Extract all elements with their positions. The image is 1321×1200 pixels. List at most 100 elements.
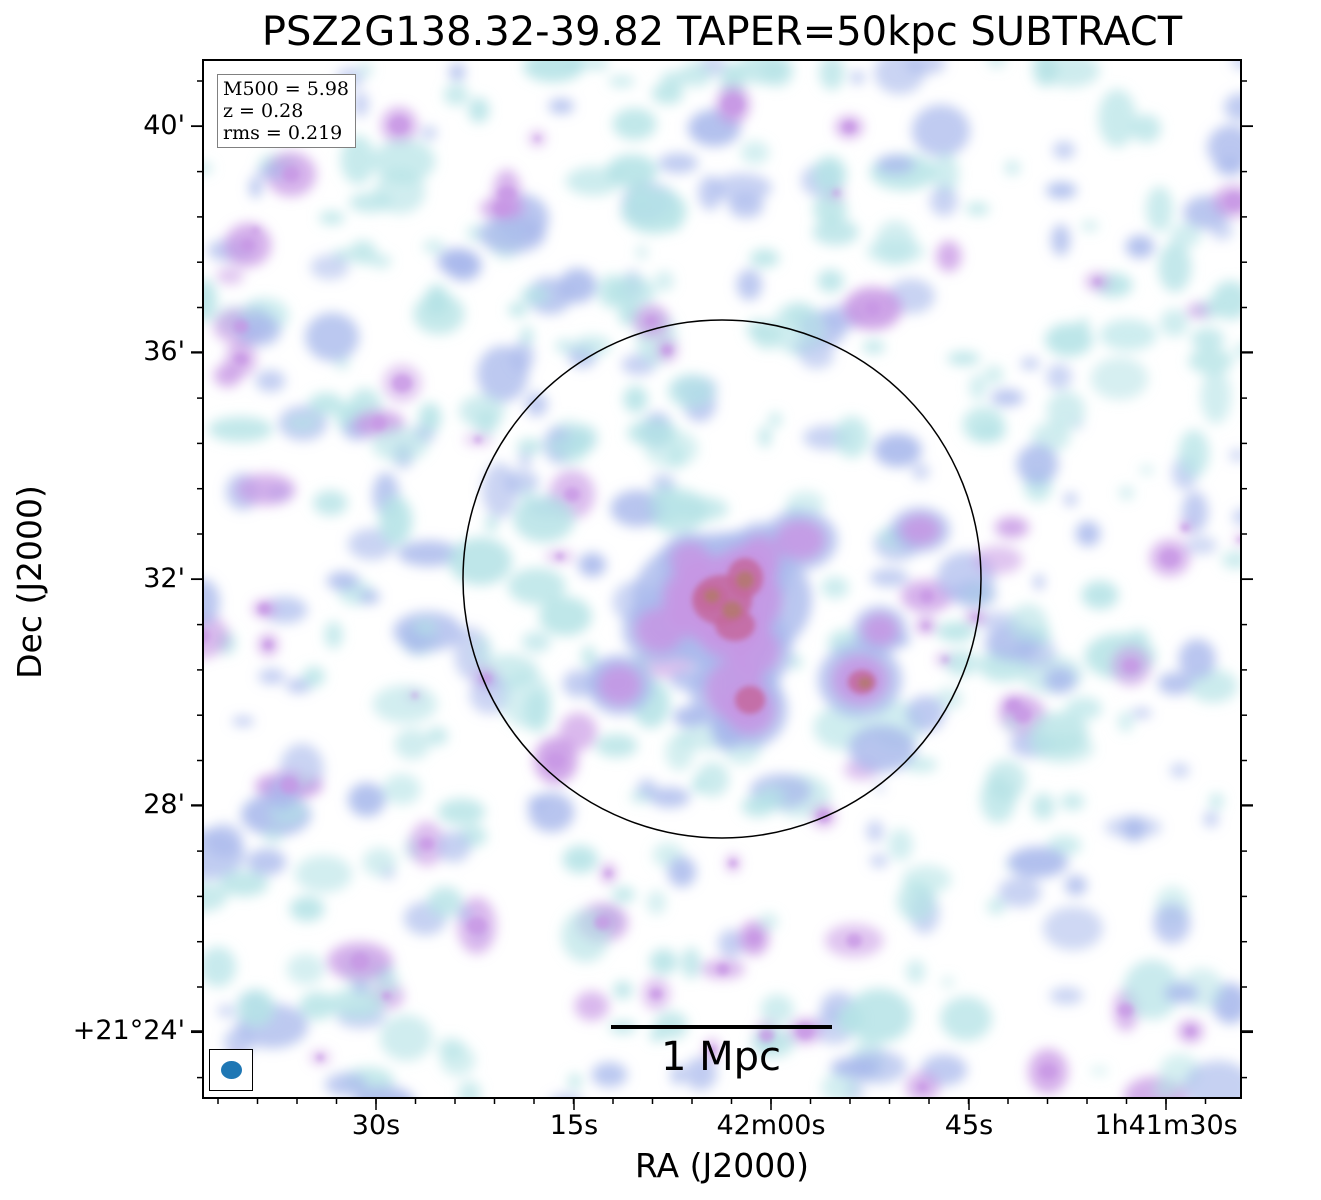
emission-blob xyxy=(516,438,543,454)
emission-blob xyxy=(203,162,213,174)
emission-blob xyxy=(905,695,945,732)
emission-blob xyxy=(906,959,926,984)
emission-blob xyxy=(494,201,510,216)
emission-blob xyxy=(1131,709,1152,718)
emission-blob xyxy=(869,568,909,587)
emission-blob xyxy=(299,991,336,1020)
emission-blob xyxy=(1075,521,1101,547)
emission-blob xyxy=(478,215,546,254)
y-tick-label: 32' xyxy=(143,563,185,594)
emission-blob xyxy=(518,451,532,469)
emission-blob xyxy=(1186,1027,1195,1036)
emission-blob xyxy=(729,859,737,867)
emission-blob xyxy=(1125,235,1155,259)
emission-blob xyxy=(1099,319,1157,351)
emission-blob xyxy=(1016,443,1059,485)
emission-blob xyxy=(249,177,262,198)
emission-blob xyxy=(1090,357,1149,400)
emission-blob xyxy=(436,831,471,863)
rms-text: rms = 0.219 xyxy=(223,122,343,144)
emission-blob xyxy=(371,416,387,431)
emission-blob xyxy=(555,339,574,353)
emission-blob xyxy=(262,596,308,624)
emission-blob xyxy=(555,553,564,560)
emission-blob xyxy=(683,1057,717,1091)
emission-blob xyxy=(236,473,296,506)
emission-blob xyxy=(816,810,831,823)
emission-blob xyxy=(562,845,599,874)
emission-blob xyxy=(328,988,386,1019)
emission-blob xyxy=(352,91,369,118)
axis-ticks xyxy=(191,80,1253,1110)
emission-blob xyxy=(637,779,657,797)
emission-blob xyxy=(513,496,575,543)
emission-blob xyxy=(749,249,780,268)
emission-blob xyxy=(851,70,864,85)
emission-blob xyxy=(936,621,976,642)
emission-blob xyxy=(237,989,275,1027)
emission-blob xyxy=(289,896,325,922)
emission-blob xyxy=(437,248,477,276)
emission-blob xyxy=(862,340,885,354)
emission-blob xyxy=(370,254,392,269)
emission-blob xyxy=(681,947,701,979)
emission-blob xyxy=(1043,906,1103,951)
emission-blob xyxy=(608,76,635,87)
emission-blob xyxy=(923,623,929,629)
emission-blob xyxy=(912,463,930,480)
emission-blob xyxy=(310,254,350,280)
emission-blob xyxy=(984,365,1004,385)
emission-blob xyxy=(623,385,648,413)
emission-blob xyxy=(1170,222,1202,248)
emission-blob xyxy=(520,326,534,346)
emission-blob xyxy=(427,726,448,746)
y-axis-label: Dec (J2000) xyxy=(10,485,49,679)
emission-blob xyxy=(936,240,962,272)
emission-blob xyxy=(654,271,674,292)
beam-box xyxy=(209,1049,253,1091)
emission-blob xyxy=(1052,141,1076,160)
y-tick-label: 28' xyxy=(143,789,185,820)
emission-blob xyxy=(1123,959,1181,1020)
emission-blob xyxy=(584,60,609,70)
emission-blob xyxy=(679,62,713,87)
emission-blob xyxy=(1081,221,1099,231)
emission-blob xyxy=(500,670,552,728)
emission-blob xyxy=(247,848,287,876)
emission-blob xyxy=(411,692,418,699)
emission-blob xyxy=(987,898,1006,915)
emission-blob xyxy=(539,596,592,636)
emission-blob xyxy=(817,269,844,293)
emission-blob xyxy=(313,490,348,516)
emission-blob xyxy=(716,963,730,975)
emission-blob xyxy=(604,870,613,877)
emission-blob xyxy=(1122,658,1140,674)
emission-blob xyxy=(832,189,840,196)
emission-blob xyxy=(358,61,373,78)
emission-blob xyxy=(1119,486,1134,500)
emission-blob xyxy=(286,416,319,430)
emission-blob xyxy=(900,515,940,545)
emission-blob xyxy=(1049,987,1084,1005)
emission-blob xyxy=(1210,220,1234,240)
emission-blob xyxy=(819,60,845,90)
emission-blob xyxy=(858,677,872,689)
emission-blob xyxy=(521,631,551,653)
emission-blob xyxy=(507,568,566,605)
emission-blob xyxy=(302,666,325,687)
emission-blob xyxy=(203,946,237,988)
emission-blob xyxy=(990,389,1024,407)
emission-blob xyxy=(1013,707,1032,723)
emission-blob xyxy=(870,854,888,868)
emission-blob xyxy=(670,542,710,578)
emission-blob xyxy=(932,153,960,195)
m500-text: M500 = 5.98 xyxy=(223,78,350,100)
emission-blob xyxy=(1104,816,1162,839)
emission-blob xyxy=(477,345,529,403)
emission-blob xyxy=(1065,697,1103,721)
emission-blob xyxy=(572,335,612,356)
emission-blob xyxy=(349,240,377,265)
emission-blob xyxy=(1211,280,1241,320)
emission-blob xyxy=(1160,309,1189,337)
emission-blob xyxy=(355,1086,415,1098)
